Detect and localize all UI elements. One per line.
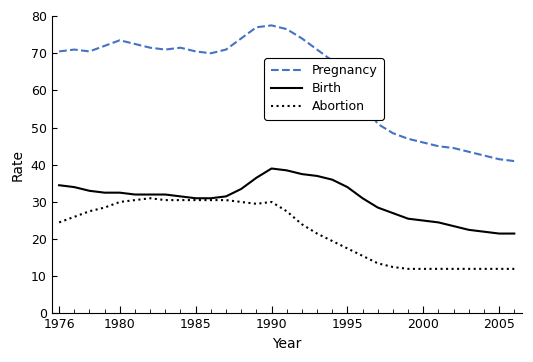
Pregnancy — [223, 47, 229, 52]
Abortion — [147, 196, 154, 201]
Birth — [344, 185, 351, 189]
Pregnancy — [268, 23, 274, 28]
X-axis label: Year: Year — [272, 337, 301, 351]
Abortion — [101, 205, 108, 210]
Pregnancy — [147, 46, 154, 50]
Abortion — [268, 200, 274, 204]
Pregnancy — [511, 159, 518, 163]
Pregnancy — [450, 146, 457, 150]
Pregnancy — [329, 59, 335, 63]
Birth — [238, 187, 245, 191]
Legend: Pregnancy, Birth, Abortion: Pregnancy, Birth, Abortion — [264, 58, 384, 119]
Pregnancy — [420, 140, 426, 145]
Abortion — [496, 267, 502, 271]
Pregnancy — [496, 157, 502, 161]
Abortion — [405, 267, 411, 271]
Pregnancy — [208, 51, 214, 55]
Abortion — [344, 246, 351, 251]
Abortion — [435, 267, 442, 271]
Abortion — [420, 267, 426, 271]
Birth — [420, 218, 426, 223]
Abortion — [192, 198, 199, 202]
Birth — [177, 194, 184, 199]
Pregnancy — [86, 49, 93, 54]
Pregnancy — [466, 150, 472, 154]
Birth — [208, 196, 214, 201]
Birth — [147, 192, 154, 197]
Pregnancy — [56, 49, 62, 54]
Birth — [117, 190, 123, 195]
Abortion — [223, 198, 229, 202]
Pregnancy — [117, 38, 123, 42]
Birth — [314, 174, 320, 178]
Abortion — [208, 198, 214, 202]
Abortion — [450, 267, 457, 271]
Birth — [268, 166, 274, 171]
Pregnancy — [284, 27, 290, 31]
Abortion — [359, 254, 366, 258]
Abortion — [390, 265, 396, 269]
Pregnancy — [481, 153, 487, 158]
Line: Abortion: Abortion — [59, 198, 514, 269]
Abortion — [162, 198, 168, 202]
Birth — [390, 211, 396, 215]
Birth — [284, 168, 290, 173]
Pregnancy — [192, 49, 199, 54]
Pregnancy — [177, 46, 184, 50]
Abortion — [132, 198, 138, 202]
Line: Pregnancy: Pregnancy — [59, 25, 514, 161]
Birth — [435, 220, 442, 224]
Birth — [86, 189, 93, 193]
Birth — [192, 196, 199, 201]
Pregnancy — [375, 122, 381, 126]
Pregnancy — [132, 42, 138, 46]
Abortion — [238, 200, 245, 204]
Birth — [223, 194, 229, 199]
Birth — [101, 190, 108, 195]
Abortion — [298, 222, 305, 227]
Birth — [481, 230, 487, 234]
Abortion — [284, 209, 290, 214]
Birth — [496, 231, 502, 236]
Birth — [359, 196, 366, 201]
Y-axis label: Rate: Rate — [11, 149, 25, 181]
Abortion — [375, 261, 381, 265]
Pregnancy — [344, 77, 351, 81]
Pregnancy — [71, 47, 77, 52]
Abortion — [86, 209, 93, 214]
Birth — [298, 172, 305, 176]
Abortion — [511, 267, 518, 271]
Abortion — [117, 200, 123, 204]
Birth — [405, 216, 411, 221]
Line: Birth: Birth — [59, 168, 514, 233]
Pregnancy — [359, 100, 366, 104]
Abortion — [177, 198, 184, 202]
Pregnancy — [253, 25, 260, 29]
Birth — [375, 205, 381, 210]
Pregnancy — [390, 131, 396, 135]
Birth — [329, 177, 335, 182]
Pregnancy — [238, 36, 245, 41]
Birth — [71, 185, 77, 189]
Abortion — [466, 267, 472, 271]
Birth — [511, 231, 518, 236]
Pregnancy — [314, 47, 320, 52]
Pregnancy — [101, 44, 108, 48]
Pregnancy — [405, 136, 411, 141]
Abortion — [329, 239, 335, 243]
Birth — [253, 176, 260, 180]
Birth — [56, 183, 62, 188]
Abortion — [56, 220, 62, 224]
Abortion — [71, 215, 77, 219]
Birth — [450, 224, 457, 228]
Abortion — [481, 267, 487, 271]
Pregnancy — [435, 144, 442, 148]
Pregnancy — [298, 36, 305, 41]
Abortion — [253, 202, 260, 206]
Birth — [466, 228, 472, 232]
Pregnancy — [162, 47, 168, 52]
Birth — [162, 192, 168, 197]
Birth — [132, 192, 138, 197]
Abortion — [314, 231, 320, 236]
